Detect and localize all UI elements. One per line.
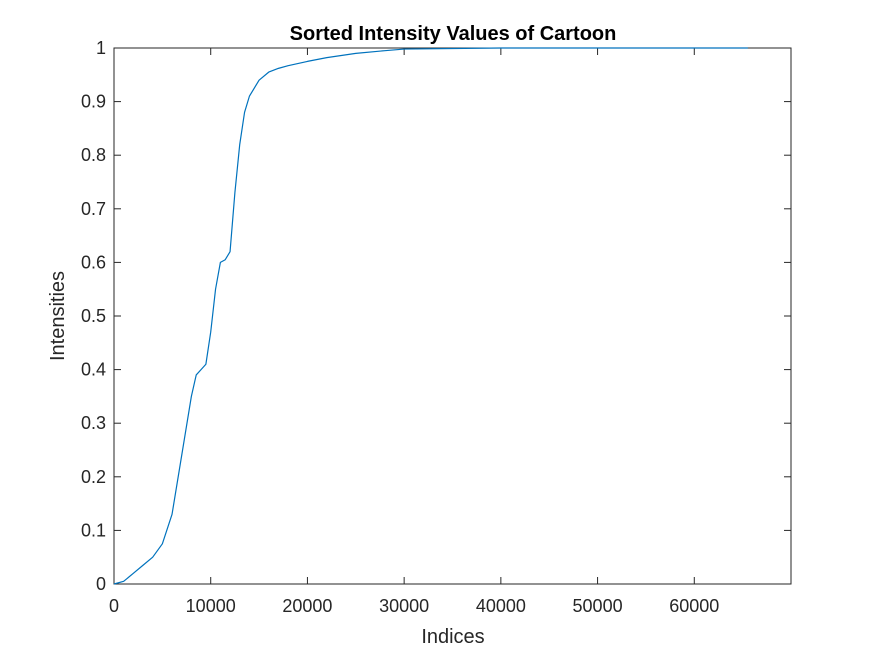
x-tick-label: 60000 [669, 596, 719, 616]
y-axis-ticks: 0 0.1 0.2 0.3 0.4 0.5 0.6 0.7 0.8 0.9 1 [81, 38, 791, 594]
x-tick-label: 0 [109, 596, 119, 616]
x-tick-label: 30000 [379, 596, 429, 616]
x-axis-ticks: 0 10000 20000 30000 40000 50000 60000 [109, 48, 719, 616]
y-axis-label: Intensities [47, 271, 69, 361]
chart-title: Sorted Intensity Values of Cartoon [290, 23, 617, 45]
y-tick-label: 0.7 [81, 199, 106, 219]
y-tick-label: 0.1 [81, 520, 106, 540]
y-tick-label: 0.4 [81, 360, 106, 380]
y-tick-label: 0.5 [81, 306, 106, 326]
y-tick-label: 0.2 [81, 467, 106, 487]
y-tick-label: 0.8 [81, 145, 106, 165]
y-tick-label: 1 [96, 38, 106, 58]
x-tick-label: 20000 [282, 596, 332, 616]
plot-area [113, 47, 792, 585]
y-tick-label: 0.6 [81, 252, 106, 272]
x-axis-label: Indices [421, 626, 484, 648]
x-tick-label: 10000 [186, 596, 236, 616]
y-tick-label: 0.3 [81, 413, 106, 433]
series-layer [113, 47, 748, 585]
x-tick-label: 50000 [573, 596, 623, 616]
y-tick-label: 0.9 [81, 92, 106, 112]
series-line [113, 47, 748, 585]
x-tick-label: 40000 [476, 596, 526, 616]
y-tick-label: 0 [96, 574, 106, 594]
